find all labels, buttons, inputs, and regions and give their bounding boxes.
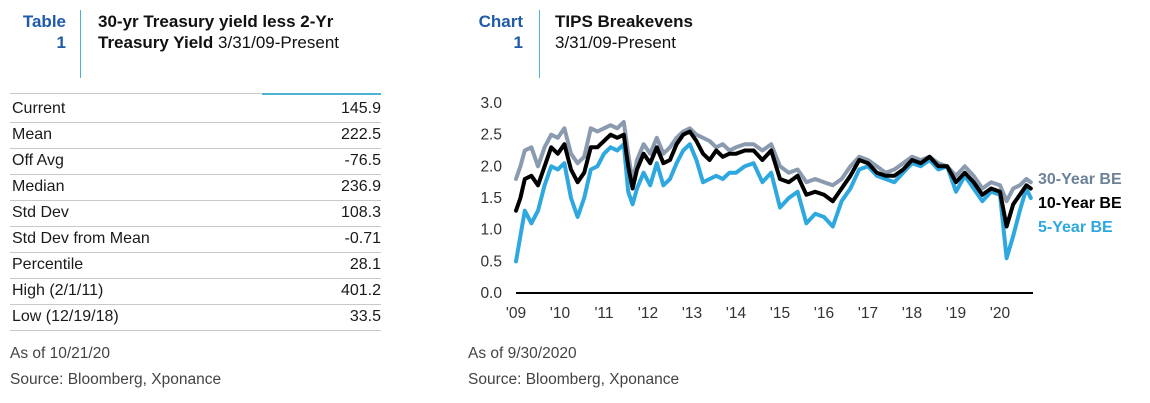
table-row: High (2/1/11) 401.2 [10,278,381,305]
table-row-label: Mean [12,126,53,143]
table-tag-label: Table [22,12,66,31]
table-row-label: Std Dev from Mean [12,230,150,247]
y-tick-label: 2.5 [480,127,502,144]
table-row: Percentile 28.1 [10,252,381,279]
table-as-of: As of 10/21/20 [10,345,110,362]
x-tick-label: '11 [594,305,613,322]
table-row-value: -76.5 [344,152,381,169]
table-row-label: Current [12,100,66,117]
x-tick-label: '20 [990,305,1011,322]
y-tick-label: 1.0 [480,222,502,239]
x-tick-label: '09 [506,305,526,322]
chart-title: TIPS Breakevens 3/31/09-Present [555,11,693,53]
table-row-value: 236.9 [340,178,381,195]
x-tick-label: '12 [638,305,658,322]
y-tick-label: 1.5 [480,190,502,207]
chart-as-of: As of 9/30/2020 [468,345,577,362]
table-row-value: 28.1 [349,256,381,273]
table-row-label: Std Dev [12,204,69,221]
x-tick-label: '10 [550,305,571,322]
y-tick-label: 2.0 [480,158,502,175]
table-row-value: 33.5 [349,308,381,325]
x-tick-label: '17 [858,305,878,322]
table-top-rule [10,93,381,95]
x-tick-label: '13 [682,305,702,322]
table-row: Off Avg -76.5 [10,148,381,175]
chart-title-date: 3/31/09-Present [555,33,676,52]
x-tick-label: '15 [770,305,790,322]
x-tick-label: '16 [814,305,834,322]
table-row-value: 145.9 [340,100,381,117]
chart-tag-number: 1 [513,33,523,52]
table-tag-number: 1 [56,33,66,52]
series-line-5-year [514,142,1033,264]
table-title-line1: 30-yr Treasury yield less 2-Yr [98,12,334,31]
table-row-label: Off Avg [12,152,64,169]
table-row-label: High (2/1/11) [12,282,104,299]
series-line-30-year [514,120,1033,204]
table-row-label: Median [12,178,65,195]
table-row: Low (12/19/18) 33.5 [10,304,381,331]
tips-breakevens-chart: 0.0 0.5 1.0 1.5 2.0 2.5 3.0 '09 '10 '11 '12 '13 '14 '… [480,95,1122,322]
legend-30-year: 30-Year BE [1038,171,1122,188]
table-row: Mean 222.5 [10,122,381,149]
table-row: Std Dev from Mean -0.71 [10,226,381,253]
table-row: Current 145.9 [10,96,381,123]
chart-source: Source: Bloomberg, Xponance [468,371,680,388]
table-header-divider [80,10,81,78]
x-tick-label: '14 [726,305,747,322]
table-row-value: 222.5 [340,126,381,143]
x-tick-label: '19 [946,305,966,322]
y-tick-label: 3.0 [480,95,502,112]
table-row-value: 401.2 [340,282,381,299]
legend-10-year: 10-Year BE [1038,195,1122,212]
table-row: Median 236.9 [10,174,381,201]
x-tick-label: '18 [902,305,922,322]
table-title-line2: Treasury Yield [98,33,214,52]
chart-header-divider [539,10,540,78]
table-title-date: 3/31/09-Present [218,33,339,52]
legend-5-year: 5-Year BE [1038,219,1113,236]
series-line-10-year [514,129,1033,229]
table-title: 30-yr Treasury yield less 2-Yr Treasury … [98,11,339,53]
y-tick-label: 0.0 [480,285,502,302]
table-source: Source: Bloomberg, Xponance [10,371,222,388]
table-row-value: 108.3 [340,204,381,221]
table-row-label: Percentile [12,256,84,273]
y-tick-label: 0.5 [480,253,502,270]
chart-title-main: TIPS Breakevens [555,12,693,31]
table-row-label: Low (12/19/18) [12,308,119,325]
chart-tag-label: Chart [478,12,523,31]
table-row-value: -0.71 [344,230,381,247]
chart-tag: Chart 1 [463,11,523,53]
table-row: Std Dev 108.3 [10,200,381,227]
table-tag: Table 1 [8,11,66,53]
